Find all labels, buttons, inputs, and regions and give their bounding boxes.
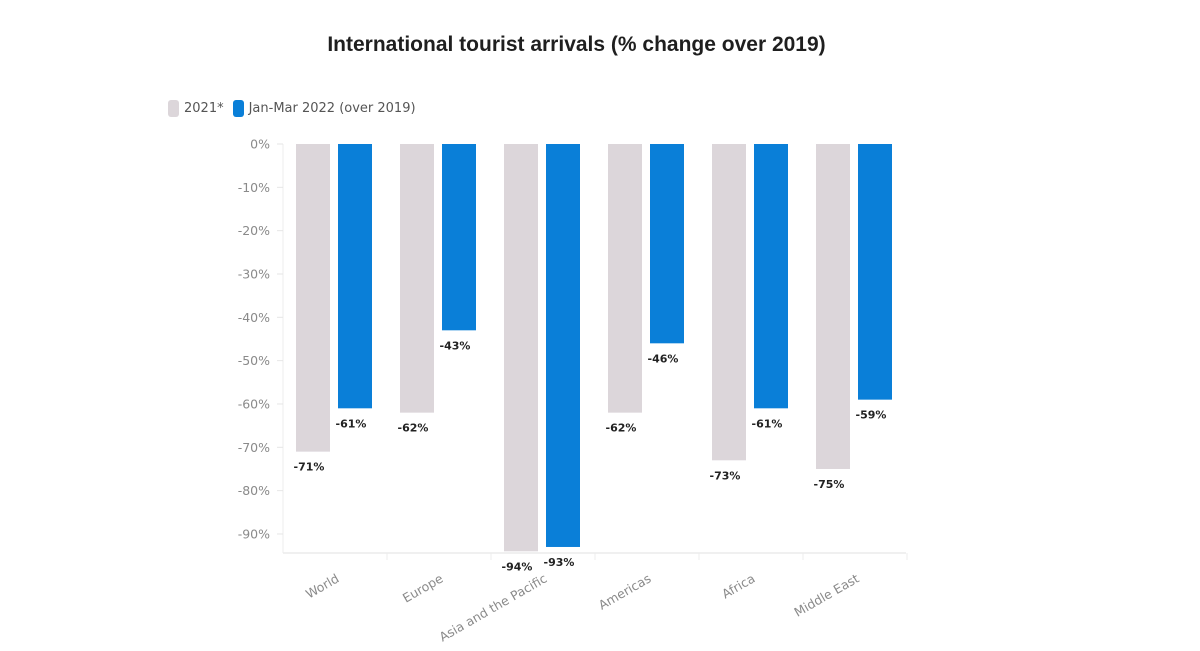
bar-jan-mar-2022-americas (650, 144, 684, 344)
legend-swatch-2021 (168, 100, 179, 117)
data-label: -62% (398, 422, 429, 435)
y-tick-label: -20% (238, 223, 270, 238)
data-label: -73% (710, 469, 741, 482)
data-label: -62% (606, 422, 637, 435)
chart-title: International tourist arrivals (% change… (327, 33, 826, 56)
data-label: -46% (648, 352, 679, 365)
legend-label-jan-mar-2022: Jan-Mar 2022 (over 2019) (248, 101, 416, 116)
bar-2021-middle-east (816, 144, 850, 469)
bar-2021-africa (712, 144, 746, 461)
data-label: -94% (502, 560, 533, 573)
legend-item-jan-mar-2022[interactable]: Jan-Mar 2022 (over 2019) (232, 100, 416, 117)
data-label: -71% (294, 461, 325, 474)
y-tick-label: -50% (238, 353, 270, 368)
bar-jan-mar-2022-africa (754, 144, 788, 409)
bar-jan-mar-2022-middle-east (858, 144, 892, 400)
x-category-label: Americas (596, 571, 654, 613)
chart-labels: -71% -61% World -62% -43% Europe -94% -93% Asia … (294, 339, 887, 644)
bar-2021-asia-and-the-pacific (504, 144, 538, 552)
chart-bars (296, 144, 892, 552)
bar-jan-mar-2022-europe (442, 144, 476, 331)
legend-swatch-jan-mar-2022 (232, 100, 244, 117)
y-tick-label: -10% (238, 180, 270, 195)
data-label: -75% (814, 478, 845, 491)
y-tick-label: -60% (238, 396, 270, 411)
x-category-label: Asia and the Pacific (436, 571, 549, 645)
legend-label-2021: 2021* (184, 101, 224, 116)
bar-jan-mar-2022-asia-and-the-pacific (546, 144, 580, 547)
data-label: -59% (856, 409, 887, 422)
y-tick-label: -70% (238, 440, 270, 455)
data-label: -61% (336, 417, 367, 430)
y-tick-label: -80% (238, 483, 270, 498)
y-tick-label: -30% (238, 266, 270, 281)
chart-legend: 2021* Jan-Mar 2022 (over 2019) (168, 100, 425, 117)
bar-jan-mar-2022-world (338, 144, 372, 409)
bar-2021-world (296, 144, 330, 452)
x-category-label: Africa (719, 571, 757, 602)
data-label: -61% (752, 417, 783, 430)
x-category-label: Middle East (791, 571, 861, 620)
x-category-label: World (303, 571, 342, 602)
bar-2021-americas (608, 144, 642, 413)
y-tick-label: 0% (250, 137, 270, 152)
bar-2021-europe (400, 144, 434, 413)
data-label: -43% (440, 339, 471, 352)
y-tick-label: -90% (238, 526, 270, 541)
data-label: -93% (544, 556, 575, 569)
chart-axes: 0% -10% -20% -30% -40% -50% -60% -70% -80% -90% (238, 137, 908, 560)
y-tick-label: -40% (238, 310, 270, 325)
x-category-label: Europe (400, 570, 446, 605)
legend-item-2021[interactable]: 2021* (168, 100, 224, 117)
